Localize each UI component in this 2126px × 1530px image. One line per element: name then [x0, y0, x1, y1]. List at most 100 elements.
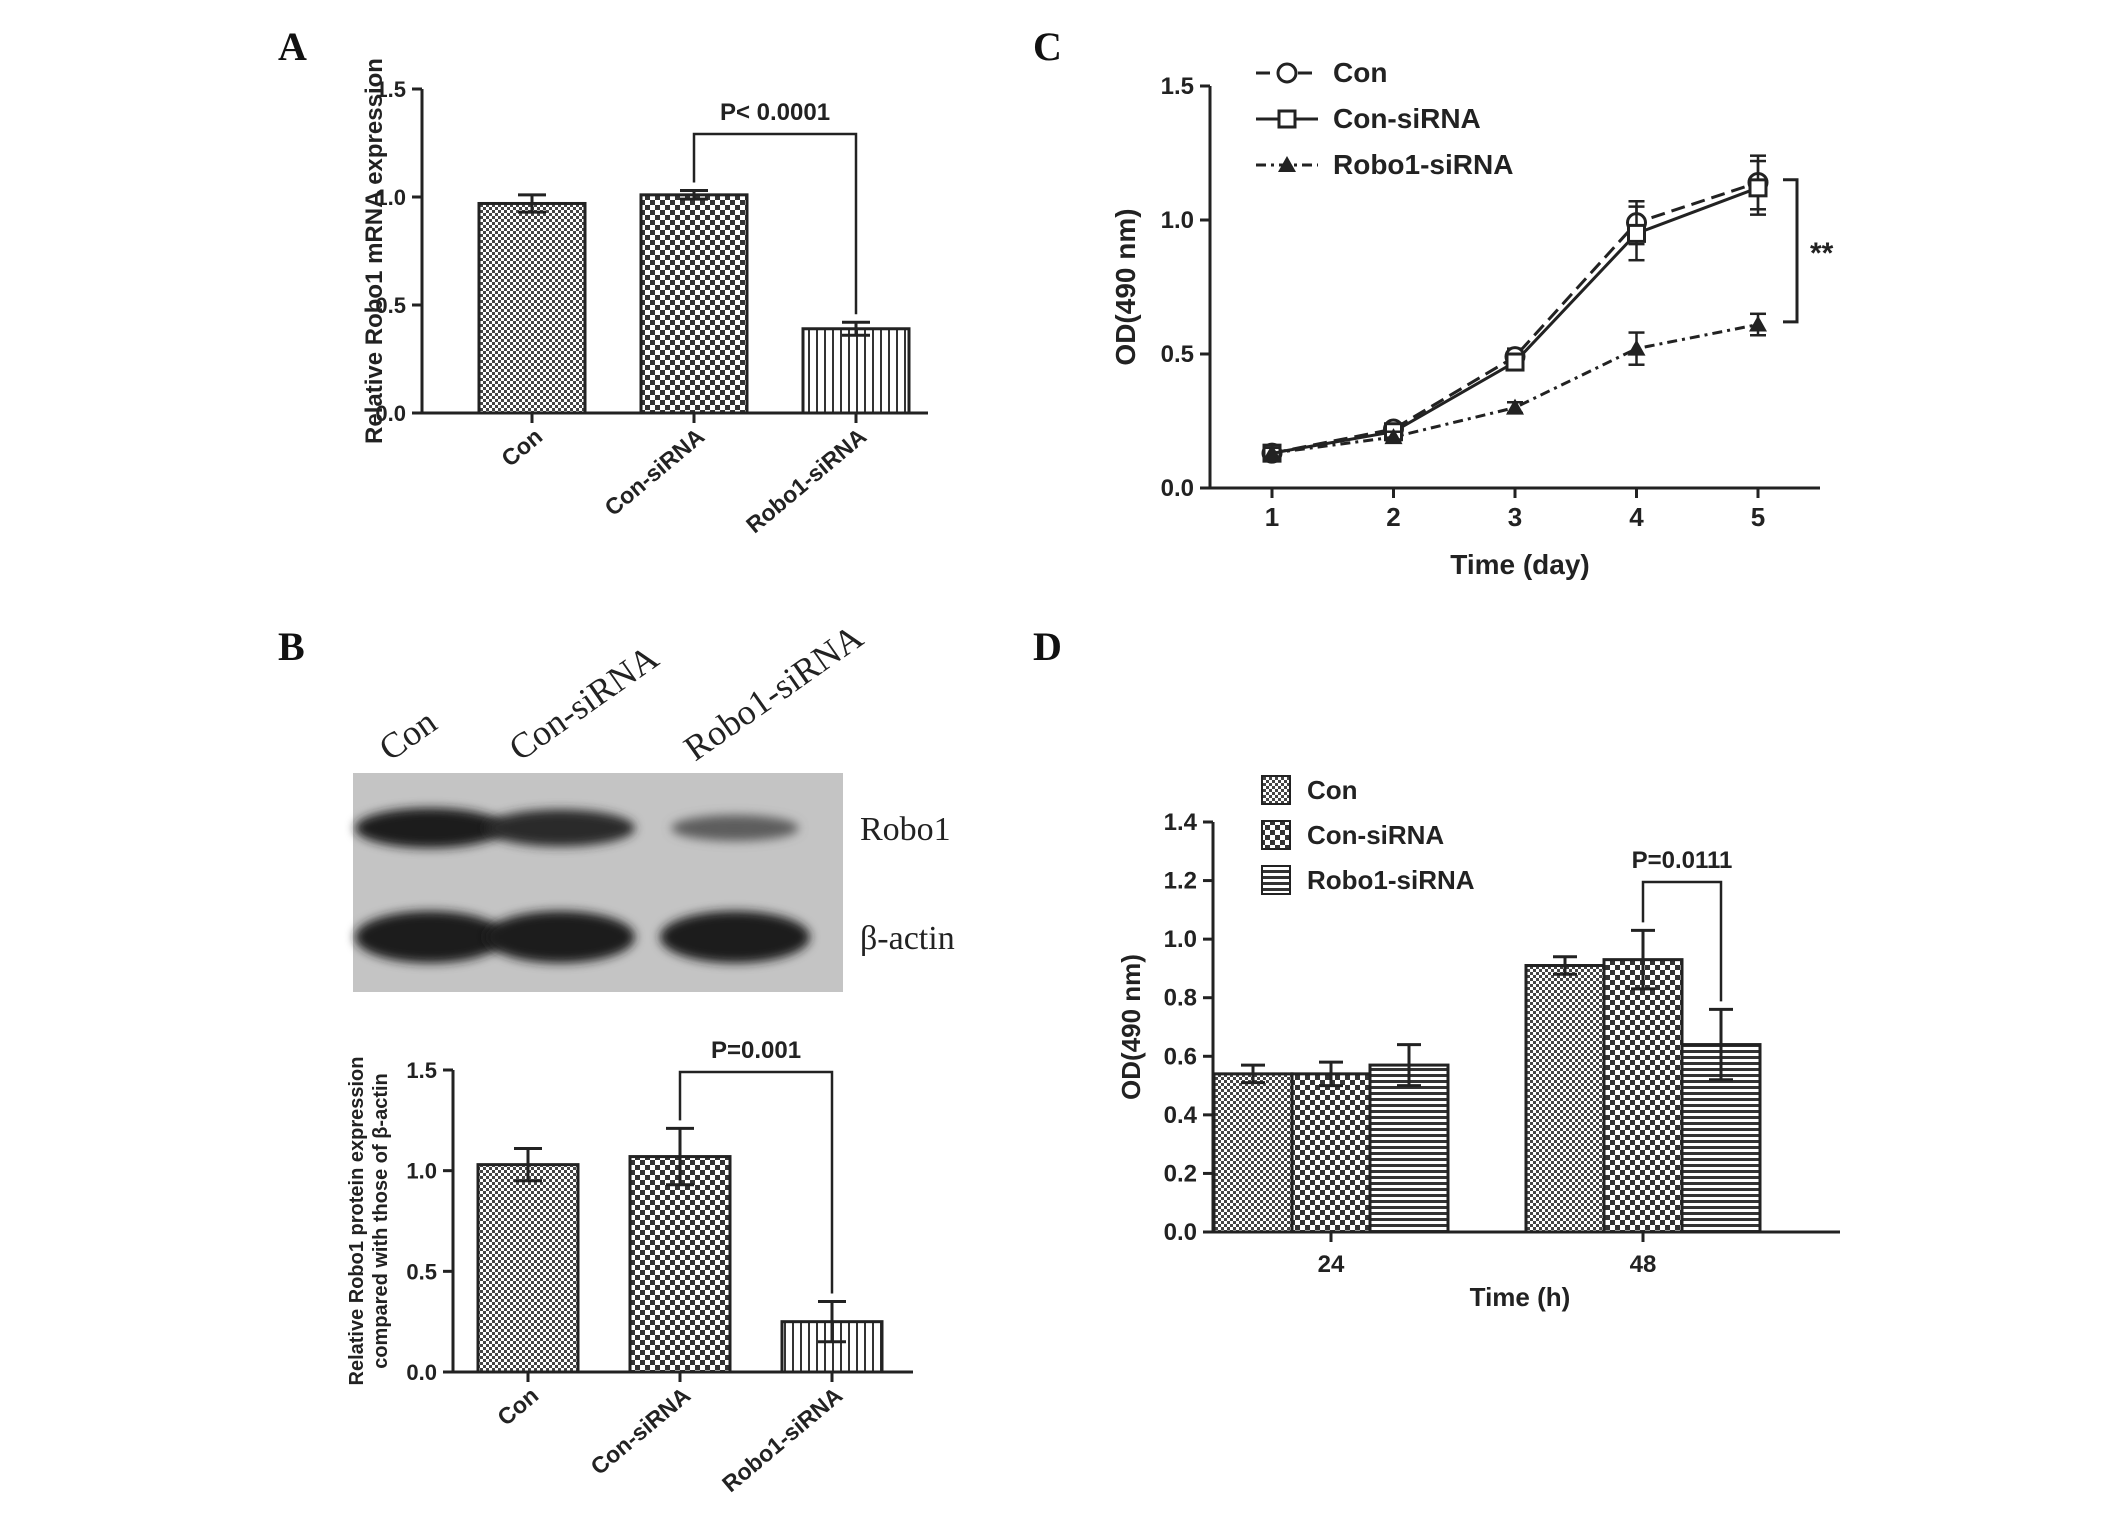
y-tick-label: 1.5	[375, 77, 406, 102]
significance-bracket	[1641, 880, 1723, 1002]
x-tick-label: Robo1-siRNA	[741, 423, 871, 538]
y-tick-label: 0.2	[1164, 1160, 1197, 1187]
y-axis-label: OD(490 nm)	[1116, 954, 1146, 1100]
panel-b-western-blot: Con Con-siRNA Robo1-siRNA Robo1 β-actin	[353, 616, 955, 992]
bar-con	[1212, 1072, 1294, 1234]
data-point	[1505, 352, 1525, 372]
x-tick-label: 2	[1386, 502, 1400, 532]
y-axis-label-line: compared with those of β-actin	[370, 1073, 392, 1369]
p-value-label: P=0.001	[711, 1037, 801, 1064]
bar-robo1-sirna	[1368, 1063, 1450, 1234]
x-tick-label: 24	[1318, 1251, 1345, 1278]
panel-label-c: C	[1033, 24, 1062, 69]
bar-con	[477, 201, 587, 415]
bar-con-sirna	[628, 1155, 732, 1374]
bar-con	[476, 1163, 580, 1374]
p-value-label: P=0.0111	[1632, 847, 1733, 874]
x-tick-label: 3	[1508, 502, 1522, 532]
x-axis-label: Time (h)	[1470, 1282, 1571, 1312]
data-point	[1263, 444, 1281, 461]
blot-band	[660, 911, 810, 963]
legend-swatch	[1261, 865, 1291, 895]
legend-marker	[1278, 156, 1296, 172]
x-axis-label: Time (day)	[1450, 549, 1590, 580]
series-line-robo1-sirna	[1271, 323, 1759, 455]
data-point	[1506, 398, 1524, 415]
data-point	[1627, 339, 1646, 356]
y-axis-label-line: Relative Robo1 protein expression	[346, 1057, 368, 1386]
blot-band	[485, 911, 635, 963]
bar-robo1-sirna	[801, 327, 911, 415]
blot-band	[485, 809, 635, 847]
blot-band	[671, 815, 799, 841]
bar-con	[1524, 964, 1606, 1234]
blot-lane-label: Con	[372, 701, 444, 768]
y-tick-label: 0.0	[1161, 475, 1194, 502]
y-tick-label: 1.5	[1161, 73, 1194, 100]
data-point	[1627, 223, 1646, 243]
legend-label: Robo1-siRNA	[1333, 149, 1513, 180]
y-tick-label: 0.0	[406, 1360, 437, 1385]
blot-band	[355, 808, 505, 848]
bar-con-sirna	[1290, 1072, 1372, 1234]
data-point	[1749, 315, 1767, 332]
p-value-label: P< 0.0001	[720, 99, 830, 126]
legend-label: Con-siRNA	[1307, 820, 1444, 850]
panel-a-bar-chart: 0.0 0.5 1.0 1.5 Con Con-siRNA Robo1-siRNA P< 0.…	[361, 58, 928, 538]
blot-lane-label: Robo1-siRNA	[677, 616, 870, 768]
legend-marker	[1276, 62, 1298, 84]
legend-label: Robo1-siRNA	[1307, 865, 1475, 895]
blot-lane-label: Con-siRNA	[502, 637, 666, 768]
significance-bracket	[678, 1070, 834, 1294]
x-tick-label: Con-siRNA	[600, 423, 710, 521]
data-point	[1748, 178, 1768, 198]
y-axis-label: Relative Robo1 mRNA expression	[361, 58, 388, 444]
significance-bracket	[1783, 178, 1799, 324]
legend-label: Con	[1333, 57, 1387, 88]
panel-b-bar-chart: 0.0 0.5 1.0 1.5 Con Con-siRNA Robo1-siRNA P=0.0…	[346, 1037, 913, 1497]
x-tick-label: 4	[1629, 502, 1644, 532]
significance-bracket	[692, 132, 858, 315]
panel-label-b: B	[278, 624, 305, 669]
blot-row-label: β-actin	[860, 920, 955, 957]
panel-d-grouped-bar-chart: 0.0 0.2 0.4 0.6 0.8 1.0 1.2 1.4 24 48 Time (h) OD(4…	[1116, 775, 1840, 1312]
x-tick-label: Con	[492, 1382, 543, 1431]
x-tick-label: Con	[496, 423, 547, 472]
blot-row-label: Robo1	[860, 811, 951, 848]
legend-swatch	[1261, 820, 1291, 850]
blot-band	[355, 911, 505, 963]
y-tick-label: 0.6	[1164, 1043, 1197, 1070]
data-point	[1384, 428, 1403, 445]
bar-con-sirna	[1602, 958, 1684, 1234]
y-tick-label: 1.0	[1164, 926, 1197, 953]
x-tick-label: 48	[1630, 1251, 1657, 1278]
y-tick-label: 0.5	[1161, 341, 1194, 368]
y-tick-label: 1.0	[406, 1159, 437, 1184]
x-tick-label: 1	[1265, 502, 1279, 532]
legend-swatch	[1261, 775, 1291, 805]
y-tick-label: 0.5	[375, 293, 406, 318]
y-tick-label: 1.0	[375, 185, 406, 210]
y-tick-label: 1.0	[1161, 207, 1194, 234]
legend-marker	[1277, 109, 1297, 129]
panel-label-a: A	[278, 24, 307, 69]
legend-label: Con	[1307, 775, 1358, 805]
y-tick-label: 0.8	[1164, 985, 1197, 1012]
x-tick-label: Robo1-siRNA	[717, 1382, 847, 1497]
x-tick-label: 5	[1751, 502, 1765, 532]
panel-c-line-chart: 0.0 0.5 1.0 1.5 1 2 3 4 5 Time (day) OD(490 nm) Con…	[1110, 57, 1834, 580]
bar-con-sirna	[639, 193, 749, 415]
y-tick-label: 0.5	[406, 1259, 437, 1284]
y-tick-label: 1.4	[1164, 809, 1198, 836]
y-tick-label: 1.5	[406, 1058, 437, 1083]
y-tick-label: 0.0	[375, 401, 406, 426]
x-tick-label: Con-siRNA	[586, 1382, 696, 1480]
panel-label-d: D	[1033, 624, 1062, 669]
y-tick-label: 1.2	[1164, 868, 1197, 895]
y-axis-label: OD(490 nm)	[1110, 208, 1141, 365]
y-tick-label: 0.4	[1164, 1102, 1198, 1129]
legend-label: Con-siRNA	[1333, 103, 1481, 134]
y-tick-label: 0.0	[1164, 1219, 1197, 1246]
significance-stars: **	[1810, 237, 1834, 270]
